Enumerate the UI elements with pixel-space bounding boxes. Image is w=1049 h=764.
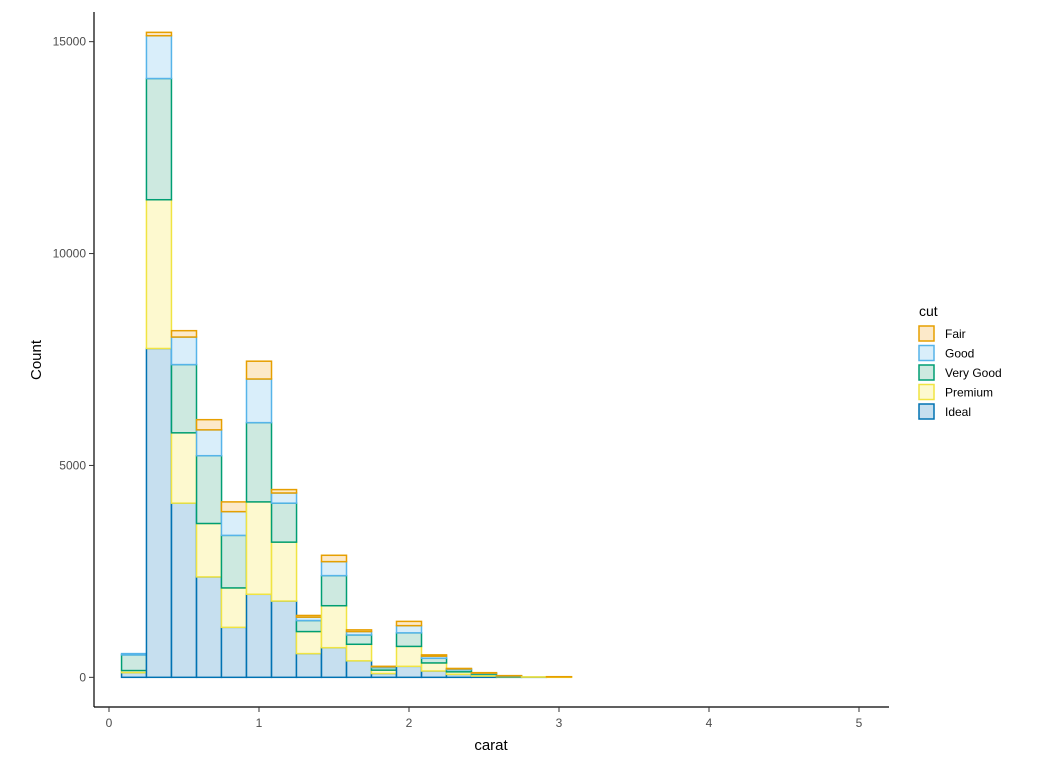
legend-label-good: Good (945, 347, 974, 361)
bar-very-good-4 (220, 534, 248, 589)
bar-good-5 (245, 378, 273, 424)
legend-label-ideal: Ideal (945, 405, 971, 419)
x-tick-label: 3 (556, 716, 563, 730)
bar-ideal-8 (320, 646, 348, 679)
bar-fair-9 (345, 629, 373, 633)
bar-ideal-6 (270, 600, 298, 679)
bar-premium-9 (345, 643, 373, 662)
legend-key-good (918, 344, 935, 362)
bar-fair-12 (420, 654, 448, 657)
legend-label-very-good: Very Good (945, 366, 1002, 380)
bar-good-2 (170, 336, 198, 366)
x-tick-label: 2 (406, 716, 413, 730)
bar-very-good-7 (295, 619, 323, 633)
bar-fair-6 (270, 488, 298, 494)
bar-ideal-11 (395, 665, 423, 679)
bar-premium-2 (170, 432, 198, 504)
legend-key-ideal (918, 403, 935, 420)
bar-good-6 (270, 492, 298, 504)
bar-very-good-3 (195, 454, 223, 525)
x-axis-title: carat (474, 737, 508, 754)
bar-ideal-7 (295, 652, 323, 679)
bar-ideal-3 (195, 576, 223, 679)
bar-fair-5 (245, 360, 273, 380)
bar-very-good-9 (345, 634, 373, 646)
bar-ideal-2 (170, 502, 198, 679)
legend-key-very-good (918, 364, 935, 381)
bar-good-3 (195, 429, 223, 457)
bar-good-8 (320, 560, 348, 577)
bar-very-good-2 (170, 363, 198, 434)
bar-ideal-4 (220, 626, 248, 679)
legend-key-premium (918, 383, 935, 401)
bar-good-11 (395, 624, 423, 634)
bar-fair-8 (320, 554, 348, 563)
y-axis-title: Count (28, 339, 45, 380)
x-tick-label: 1 (256, 716, 263, 730)
bar-fair-11 (395, 620, 423, 627)
bar-very-good-6 (270, 502, 298, 543)
bar-premium-11 (395, 645, 423, 668)
bar-premium-5 (245, 501, 273, 596)
x-tick-label: 0 (106, 716, 113, 730)
y-tick-label: 10000 (53, 247, 87, 261)
legend-label-premium: Premium (945, 386, 993, 400)
x-axis-ticks: 0 1 2 3 4 5 (106, 707, 863, 730)
y-tick-label: 0 (79, 670, 86, 684)
bar-very-good-0 (120, 654, 148, 672)
bar-premium-6 (270, 541, 298, 602)
bar-ideal-9 (345, 660, 373, 679)
legend-label-fair: Fair (945, 327, 966, 341)
bar-ideal-5 (245, 593, 273, 679)
bar-good-0 (120, 652, 148, 656)
y-tick-label: 15000 (53, 35, 87, 49)
bars-layer (120, 31, 573, 679)
bar-ideal-12 (420, 670, 448, 679)
bar-good-4 (220, 510, 248, 537)
legend-title: cut (919, 303, 938, 319)
bar-fair-1 (145, 31, 173, 37)
legend-key-fair (918, 325, 935, 342)
bar-fair-3 (195, 418, 223, 431)
bar-premium-8 (320, 604, 348, 649)
bar-fair-4 (220, 501, 248, 513)
bar-fair-7 (295, 614, 323, 618)
y-tick-label: 5000 (59, 458, 86, 472)
bar-premium-4 (220, 587, 248, 629)
bar-premium-7 (295, 630, 323, 655)
bar-premium-3 (195, 522, 223, 578)
bar-fair-2 (170, 329, 198, 338)
bar-very-good-11 (395, 632, 423, 648)
bar-very-good-8 (320, 574, 348, 607)
bar-premium-1 (145, 198, 173, 350)
y-axis-ticks: 0 5000 10000 15000 (53, 35, 94, 684)
x-tick-label: 4 (706, 716, 713, 730)
bar-very-good-1 (145, 77, 173, 201)
bar-good-1 (145, 34, 173, 80)
legend: cut Fair Good Very Good Premium Ideal (918, 303, 1002, 420)
x-tick-label: 5 (856, 716, 863, 730)
bar-ideal-1 (145, 347, 173, 679)
bar-premium-12 (420, 662, 448, 672)
bar-very-good-5 (245, 421, 273, 503)
